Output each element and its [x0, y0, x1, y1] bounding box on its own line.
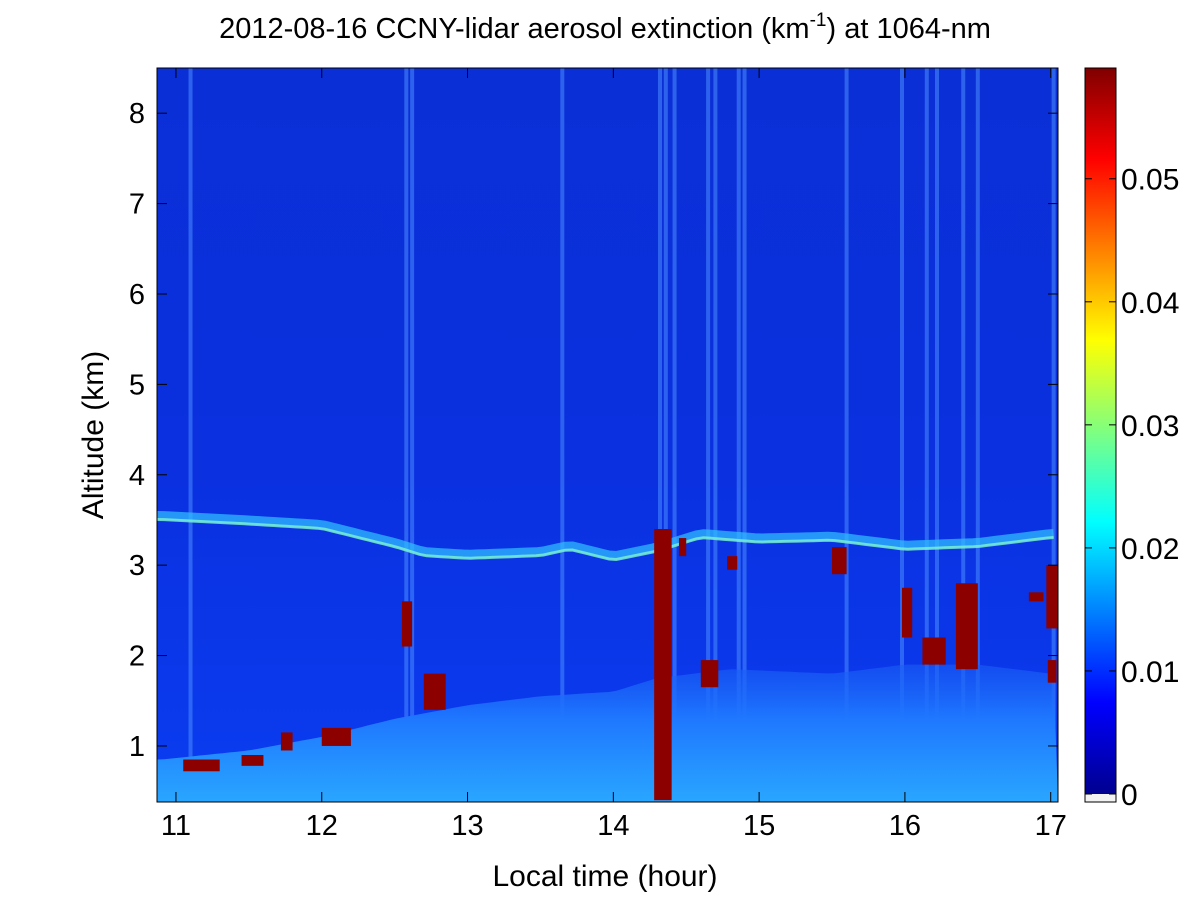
colorbar-tick-label: 0	[1121, 779, 1138, 812]
colorbar-zero-swatch	[1085, 794, 1116, 802]
heatmap-streak	[924, 68, 929, 802]
high-extinction-patch	[654, 529, 672, 801]
heatmap-streak	[742, 68, 747, 802]
high-extinction-patch	[423, 673, 446, 710]
plot-frame	[156, 67, 1059, 803]
heatmap-streak	[657, 68, 662, 802]
high-extinction-patch	[832, 547, 847, 575]
heatmap-streak	[844, 68, 849, 802]
y-axis: 1 2 3 4 5 6 7 8	[129, 98, 1058, 763]
high-extinction-patch	[727, 556, 738, 570]
high-extinction-patch	[321, 727, 351, 746]
high-extinction-patch	[241, 754, 264, 766]
heatmap-streak	[975, 68, 980, 802]
colorbar-tick-label: 0.04	[1121, 287, 1179, 320]
x-tick-label: 11	[161, 810, 191, 842]
colorbar-ticks: 0 0.01 0.02 0.03 0.04 0.05	[1085, 164, 1179, 812]
y-tick-label: 2	[129, 641, 145, 673]
heatmap-streak	[900, 68, 905, 802]
heatmap-streak	[736, 68, 741, 802]
x-tick-label: 16	[889, 810, 921, 842]
x-axis: 11 12 13 14 15 16 17	[161, 68, 1067, 842]
colorbar-tick-label: 0.01	[1121, 656, 1179, 689]
heatmap-streak	[1051, 68, 1056, 802]
heatmap-streak	[672, 68, 677, 802]
y-tick-label: 6	[129, 279, 145, 311]
y-tick-label: 5	[129, 369, 145, 401]
y-tick-label: 1	[129, 731, 145, 763]
high-extinction-patch	[1028, 592, 1044, 602]
boundary-layer	[157, 664, 1058, 802]
y-tick-label: 8	[129, 98, 145, 130]
high-extinction-patch	[401, 601, 413, 647]
aerosol-layer-band	[157, 511, 1054, 561]
colorbar: 0 0.01 0.02 0.03 0.04 0.05	[1084, 67, 1179, 812]
heatmap-streak	[560, 68, 565, 802]
chart-title-superscript: -1	[810, 10, 827, 31]
x-tick-label: 17	[1035, 810, 1067, 842]
colorbar-gradient	[1085, 68, 1116, 794]
high-extinction-patch	[922, 637, 946, 665]
colorbar-tick-label: 0.02	[1121, 533, 1179, 566]
high-extinction-patch	[902, 587, 913, 638]
heatmap-streak	[404, 68, 409, 802]
high-extinction-patch	[183, 759, 220, 772]
high-extinction-patch	[280, 732, 293, 751]
plot-area	[157, 68, 1058, 802]
x-tick-label: 15	[743, 810, 775, 842]
x-tick-label: 13	[451, 810, 483, 842]
high-extinction-patch	[1047, 660, 1057, 683]
chart-title: 2012-08-16 CCNY-lidar aerosol extinction…	[219, 10, 991, 45]
high-extinction-patch	[955, 583, 978, 670]
heatmap-streaks	[188, 68, 1056, 802]
colorbar-frame	[1084, 67, 1117, 803]
heatmap-streak	[934, 68, 939, 802]
x-tick-label: 14	[597, 810, 629, 842]
colorbar-tick-label: 0.05	[1121, 164, 1179, 197]
heatmap-streak	[713, 68, 718, 802]
high-extinction-patch	[1046, 565, 1058, 629]
heatmap-streak	[663, 68, 668, 802]
heatmap-streak	[410, 68, 415, 802]
colorbar-tick-label: 0.03	[1121, 410, 1179, 443]
y-tick-label: 3	[129, 550, 145, 582]
heatmap-streak	[188, 68, 193, 802]
x-axis-label: Local time (hour)	[492, 860, 717, 893]
x-tick-label: 12	[306, 810, 338, 842]
heatmap-streak	[706, 68, 711, 802]
y-tick-label: 4	[129, 460, 145, 492]
y-tick-label: 7	[129, 189, 145, 221]
aerosol-layer-core	[157, 518, 1054, 562]
high-extinction-patch	[678, 538, 687, 557]
high-extinction-patches	[183, 529, 1058, 801]
y-axis-label: Altitude (km)	[77, 351, 110, 519]
heatmap-streak	[961, 68, 966, 802]
high-extinction-patch	[700, 660, 719, 688]
